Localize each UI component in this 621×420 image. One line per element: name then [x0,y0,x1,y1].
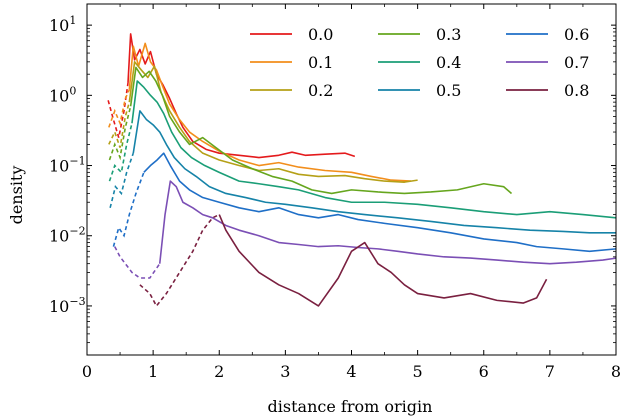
series-0.7 [114,180,617,279]
x-tick-label: 4 [346,362,356,381]
series-line-0.0 [127,33,356,159]
legend-entry-0.0: 0.0 [250,25,333,44]
series-line-0.4 [131,80,617,219]
legend-label: 0.6 [564,25,589,44]
series-line-dashed-0.1 [108,89,131,128]
axes-layer: 0 1 2 3 4 5 6 7 8 10−3 10−2 10−1 100 101 [49,3,621,381]
series-0.5 [109,110,616,234]
series-0.4 [108,80,617,219]
legend-entry-0.7: 0.7 [506,53,589,72]
x-tick-label: 6 [479,362,489,381]
series-line-dashed-0.2 [108,101,131,148]
y-axis-label: density [7,166,26,225]
y-tick-label: 10−3 [49,295,86,316]
y-tick-label: 100 [49,84,76,105]
plot-area [87,4,616,355]
legend-entry-0.6: 0.6 [506,25,589,44]
series-line-0.6 [143,152,617,253]
legend-entry-0.4: 0.4 [378,53,461,72]
legend-entry-0.8: 0.8 [506,81,589,100]
series-line-dashed-0.4 [108,123,133,182]
y-tick-label: 10−2 [49,225,86,246]
series-layer [107,33,617,308]
x-tick-label: 1 [148,362,158,381]
x-axis-label: distance from origin [268,397,433,416]
legend-entry-0.2: 0.2 [250,81,333,100]
series-0.1 [108,42,412,182]
series-0.8 [139,213,548,308]
x-tick-label: 5 [413,362,423,381]
legend-label: 0.7 [564,53,589,72]
series-line-0.3 [129,66,513,195]
series-line-0.5 [132,110,616,234]
series-line-dashed-0.8 [139,213,220,308]
legend-label: 0.4 [436,53,461,72]
legend-label: 0.8 [564,81,589,100]
series-0.6 [112,152,617,253]
x-tick-label: 8 [611,362,621,381]
legend-label: 0.0 [308,25,333,44]
legend-entry-0.3: 0.3 [378,25,461,44]
legend: 0.0 0.1 0.2 0.3 0.4 0.5 0.6 0.7 0.8 [250,25,589,100]
x-tick-label: 0 [82,362,92,381]
series-line-dashed-0.6 [112,172,145,247]
x-tick-label: 3 [280,362,290,381]
legend-label: 0.3 [436,25,461,44]
y-tick-label: 101 [49,14,76,35]
series-line-0.8 [218,214,548,307]
series-line-dashed-0.7 [114,246,161,279]
x-tick-label: 2 [214,362,224,381]
series-line-0.7 [158,180,617,265]
x-tick-label: 7 [545,362,555,381]
legend-label: 0.5 [436,81,461,100]
legend-label: 0.1 [308,53,333,72]
series-line-dashed-0.0 [107,82,129,138]
series-0.0 [107,33,356,159]
series-line-0.1 [128,42,412,182]
plot-background [87,4,616,355]
series-line-dashed-0.5 [109,152,135,208]
legend-label: 0.2 [308,81,333,100]
legend-entry-0.5: 0.5 [378,81,461,100]
legend-entry-0.1: 0.1 [250,53,333,72]
series-0.3 [108,66,513,195]
y-tick-label: 10−1 [49,155,86,176]
series-line-dashed-0.3 [108,106,132,161]
